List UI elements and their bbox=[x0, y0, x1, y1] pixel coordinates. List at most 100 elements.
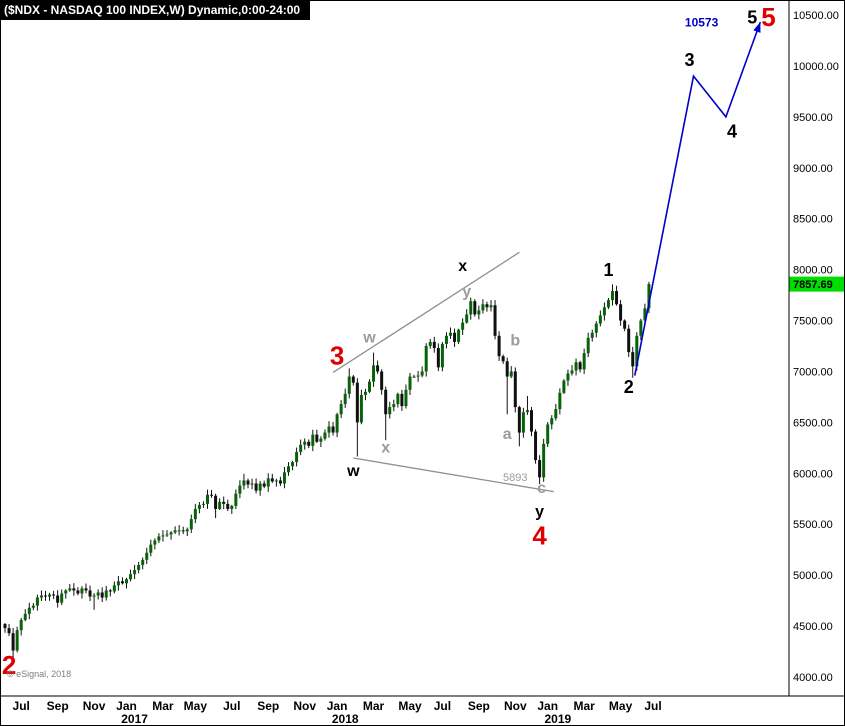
wave-x-black[interactable]: x bbox=[458, 258, 467, 275]
candle-body bbox=[501, 356, 505, 362]
wave-w-gray[interactable]: w bbox=[362, 329, 376, 346]
price-axis-label: 10000.00 bbox=[793, 61, 839, 73]
wave-4-proj[interactable]: 4 bbox=[727, 121, 737, 141]
candle-body bbox=[627, 328, 631, 353]
wave-1-black[interactable]: 1 bbox=[603, 260, 613, 280]
wave-2-black[interactable]: 2 bbox=[624, 377, 634, 397]
candle-body bbox=[72, 588, 76, 591]
target-10573[interactable]: 10573 bbox=[685, 15, 719, 29]
candle-body bbox=[643, 308, 647, 321]
candle-body bbox=[230, 505, 234, 509]
candle-body bbox=[165, 534, 169, 536]
candle-body bbox=[428, 341, 432, 346]
trendlines[interactable] bbox=[332, 251, 554, 493]
candle-body bbox=[185, 529, 189, 532]
wave-5-red[interactable]: 5 bbox=[761, 2, 775, 32]
price-axis-label: 8500.00 bbox=[793, 214, 833, 226]
candle-body bbox=[27, 607, 31, 614]
candle-body bbox=[157, 536, 161, 541]
candle-body bbox=[68, 588, 72, 591]
candle-body bbox=[639, 320, 643, 336]
time-axis-label: Nov bbox=[504, 699, 527, 713]
candle-body bbox=[368, 381, 371, 392]
candle-body bbox=[11, 633, 15, 651]
candle-body bbox=[274, 480, 278, 482]
candle-body bbox=[440, 343, 444, 368]
candle-body bbox=[299, 444, 303, 452]
candle-body bbox=[3, 624, 7, 629]
candle-body bbox=[635, 335, 639, 367]
candle-body bbox=[222, 501, 226, 504]
wave-4-red[interactable]: 4 bbox=[532, 521, 547, 551]
candle-body bbox=[351, 376, 355, 383]
candle-body bbox=[197, 504, 201, 509]
wave-3-red[interactable]: 3 bbox=[330, 340, 344, 370]
candle-body bbox=[424, 346, 428, 372]
price-axis-label: 10500.00 bbox=[793, 10, 839, 22]
lower-wedge-line[interactable] bbox=[353, 457, 554, 493]
candle-body bbox=[582, 353, 586, 370]
candle-body bbox=[234, 493, 238, 506]
time-axis[interactable]: Jul Sep Nov Jan Mar May Jul Sep Nov Jan Mar May Jul S… bbox=[1, 695, 845, 726]
candle-body bbox=[355, 382, 359, 423]
candle-body bbox=[562, 380, 566, 393]
candle-body bbox=[120, 581, 124, 584]
wave-a-gray[interactable]: a bbox=[503, 426, 512, 443]
candle-body bbox=[19, 619, 23, 631]
candle-body bbox=[436, 348, 440, 368]
wave-5-black[interactable]: 5 bbox=[747, 7, 757, 27]
candle-body bbox=[590, 332, 594, 338]
candle-body bbox=[538, 460, 542, 478]
candlestick-series bbox=[3, 281, 651, 659]
wave-2-red[interactable]: 2 bbox=[2, 650, 16, 680]
wave-x-gray[interactable]: x bbox=[381, 439, 390, 456]
candle-body bbox=[388, 407, 392, 415]
candle-body bbox=[493, 305, 497, 336]
candle-body bbox=[513, 371, 517, 408]
price-axis-label: 7500.00 bbox=[793, 316, 833, 328]
price-axis-label: 6000.00 bbox=[793, 468, 833, 480]
wave-c-gray[interactable]: c bbox=[537, 480, 546, 497]
wave-b-gray[interactable]: b bbox=[510, 332, 520, 349]
candle-body bbox=[31, 605, 35, 608]
price-axis-label: 9000.00 bbox=[793, 163, 833, 175]
candle-body bbox=[44, 595, 47, 597]
candle-body bbox=[35, 597, 39, 606]
candle-body bbox=[453, 332, 457, 342]
low-price-5893[interactable]: 5893 bbox=[503, 472, 527, 484]
wave-y-gray[interactable]: y bbox=[462, 284, 471, 301]
candle-body bbox=[226, 503, 230, 509]
price-axis[interactable]: 10500.00 10000.00 9500.00 9000.00 8500.00 800… bbox=[788, 1, 845, 696]
candle-body bbox=[104, 590, 108, 598]
projection-path[interactable] bbox=[633, 21, 762, 376]
wave-3-proj[interactable]: 3 bbox=[684, 50, 694, 70]
time-axis-label: Mar bbox=[573, 699, 595, 713]
candle-body bbox=[594, 323, 598, 333]
wave-5-projection[interactable] bbox=[633, 21, 762, 376]
last-price-tag-label: 7857.69 bbox=[793, 279, 833, 291]
candle-body bbox=[295, 451, 299, 463]
candle-body bbox=[125, 579, 128, 584]
year-label: 2018 bbox=[332, 712, 359, 726]
time-axis-label: Jan bbox=[116, 699, 137, 713]
candle-body bbox=[343, 393, 347, 405]
upper-wedge-line[interactable] bbox=[332, 251, 520, 374]
time-axis-label: Jul bbox=[434, 699, 451, 713]
candle-body bbox=[631, 352, 635, 367]
candle-body bbox=[129, 574, 133, 580]
wave-y-black[interactable]: y bbox=[535, 504, 544, 521]
candle-body bbox=[181, 530, 185, 532]
time-axis-label: Sep bbox=[47, 699, 69, 713]
candle-body bbox=[52, 594, 56, 596]
candle-body bbox=[505, 361, 509, 377]
candle-body bbox=[173, 530, 177, 533]
price-axis-label: 9500.00 bbox=[793, 112, 833, 124]
candle-body bbox=[534, 431, 538, 461]
candle-body bbox=[339, 404, 343, 415]
candle-body bbox=[23, 613, 27, 620]
candle-body bbox=[489, 305, 493, 308]
candle-body bbox=[530, 410, 533, 432]
wave-w-black[interactable]: w bbox=[346, 463, 360, 480]
